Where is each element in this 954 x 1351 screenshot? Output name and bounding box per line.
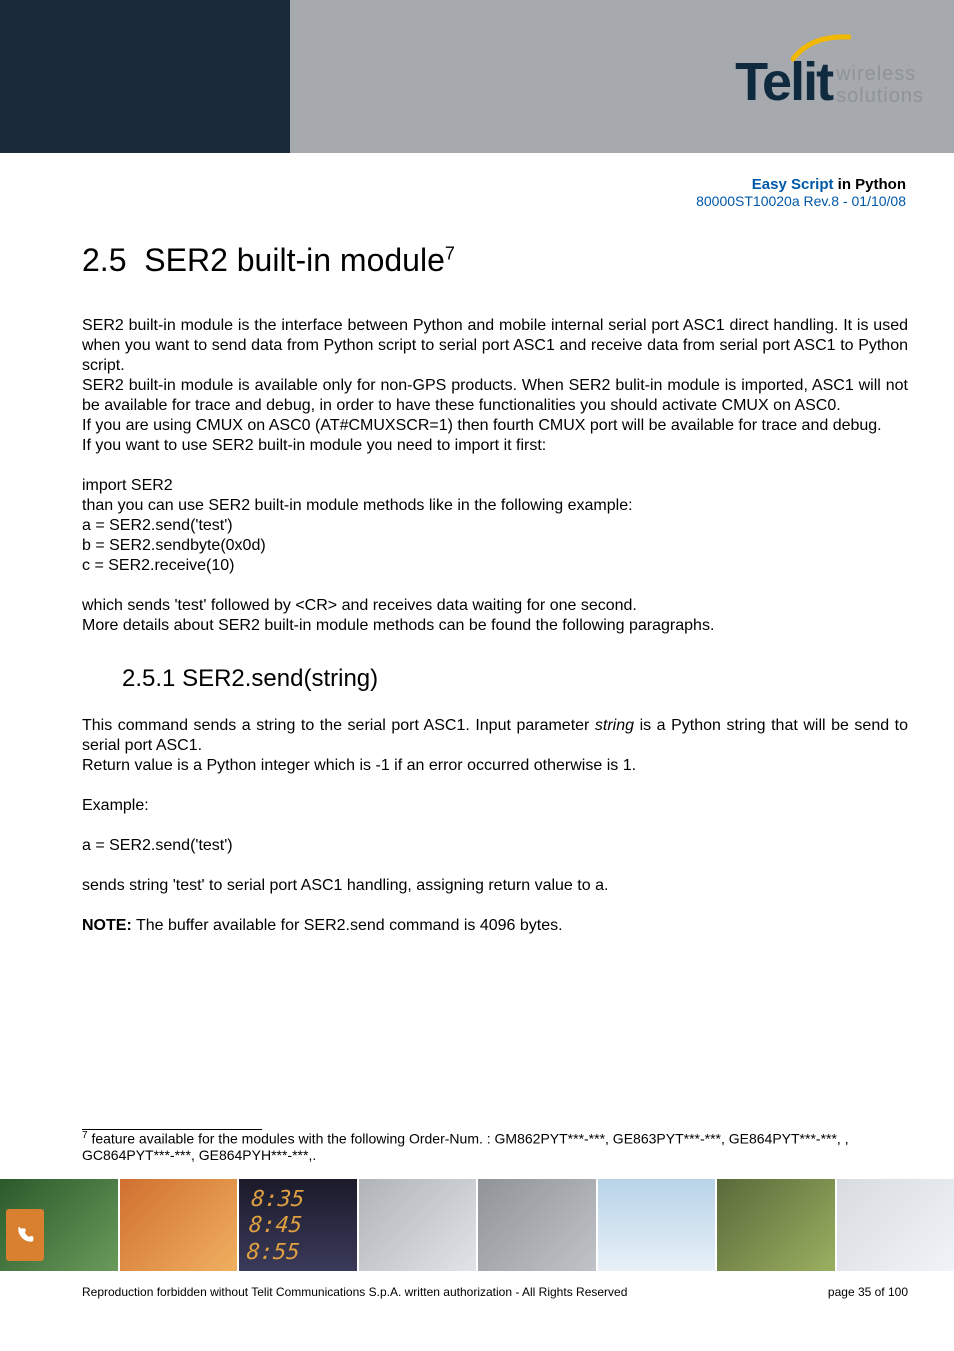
para-5: than you can use SER2 built-in module me… [82,496,908,516]
document-title: Easy Script in Python [696,176,906,193]
page-footer: Reproduction forbidden without Telit Com… [82,1285,908,1299]
note-label: NOTE: [82,917,132,934]
para-4: If you want to use SER2 built-in module … [82,436,908,456]
explain-block: which sends 'test' followed by <CR> and … [82,596,908,636]
code-send: a = SER2.send('test') [82,516,908,536]
note-block: NOTE: The buffer available for SER2.send… [82,916,908,936]
footnote-line: 7 feature available for the modules with… [82,1130,908,1163]
para-1: SER2 built-in module is the interface be… [82,316,908,376]
page-content: 2.5 SER2 built-in module7 SER2 built-in … [82,240,908,956]
logo-sub1: wireless [836,63,924,85]
strip-tile-2 [120,1179,240,1271]
logo-subtitle: wireless solutions [836,63,924,107]
code-sendbyte: b = SER2.sendbyte(0x0d) [82,536,908,556]
code-block-1: import SER2 than you can use SER2 built-… [82,476,908,576]
logo-brand: Telit [735,55,832,109]
strip-tile-5 [478,1179,598,1271]
heading-number: 2.5 [82,242,126,278]
strip-tile-3 [239,1179,359,1271]
para-2: SER2 built-in module is available only f… [82,376,908,416]
footer-left: Reproduction forbidden without Telit Com… [82,1285,627,1299]
heading-text: SER2 built-in module [144,242,445,278]
header-band: Telit wireless solutions [0,0,954,153]
footer-image-strip [0,1179,954,1271]
title-secondary: in Python [834,176,907,193]
para-6: which sends 'test' followed by <CR> and … [82,596,908,616]
header-left-block [0,0,290,153]
logo-swoosh-icon [791,33,851,63]
note-text: The buffer available for SER2.send comma… [132,917,563,934]
code-import: import SER2 [82,476,908,496]
subheading-number: 2.5.1 [122,665,175,692]
sub-para-2: Return value is a Python integer which i… [82,756,908,776]
example-label: Example: [82,796,908,816]
note-line: NOTE: The buffer available for SER2.send… [82,916,908,936]
para-7: More details about SER2 built-in module … [82,616,908,636]
strip-tile-8 [837,1179,954,1271]
sub-para-1: This command sends a string to the seria… [82,716,908,756]
section-heading: 2.5 SER2 built-in module7 [82,240,908,280]
example-label-block: Example: [82,796,908,816]
strip-tile-4 [359,1179,479,1271]
logo: Telit wireless solutions [735,55,924,109]
sub-p1-italic: string [595,717,634,734]
subsection-heading: 2.5.1 SER2.send(string) [122,664,908,694]
intro-block: SER2 built-in module is the interface be… [82,316,908,456]
sub-intro-block: This command sends a string to the seria… [82,716,908,776]
sub-para-3: sends string 'test' to serial port ASC1 … [82,876,908,896]
strip-tile-6 [598,1179,718,1271]
sub-p1a: This command sends a string to the seria… [82,717,595,734]
example-code-block: a = SER2.send('test') [82,836,908,856]
phone-icon [6,1209,44,1261]
code-receive: c = SER2.receive(10) [82,556,908,576]
example-code: a = SER2.send('test') [82,836,908,856]
footnote-text: feature available for the modules with t… [82,1131,849,1163]
footnote: 7 feature available for the modules with… [82,1129,908,1163]
footer-right: page 35 of 100 [828,1285,908,1299]
title-primary: Easy Script [752,176,834,193]
strip-tile-1 [0,1179,120,1271]
para-3: If you are using CMUX on ASC0 (AT#CMUXSC… [82,416,908,436]
logo-sub2: solutions [836,85,924,107]
subheading-text: SER2.send(string) [182,665,378,692]
strip-tile-7 [717,1179,837,1271]
document-meta: Easy Script in Python 80000ST10020a Rev.… [696,176,906,209]
heading-footref: 7 [445,243,455,263]
document-revision: 80000ST10020a Rev.8 - 01/10/08 [696,193,906,209]
example-explain-block: sends string 'test' to serial port ASC1 … [82,876,908,896]
